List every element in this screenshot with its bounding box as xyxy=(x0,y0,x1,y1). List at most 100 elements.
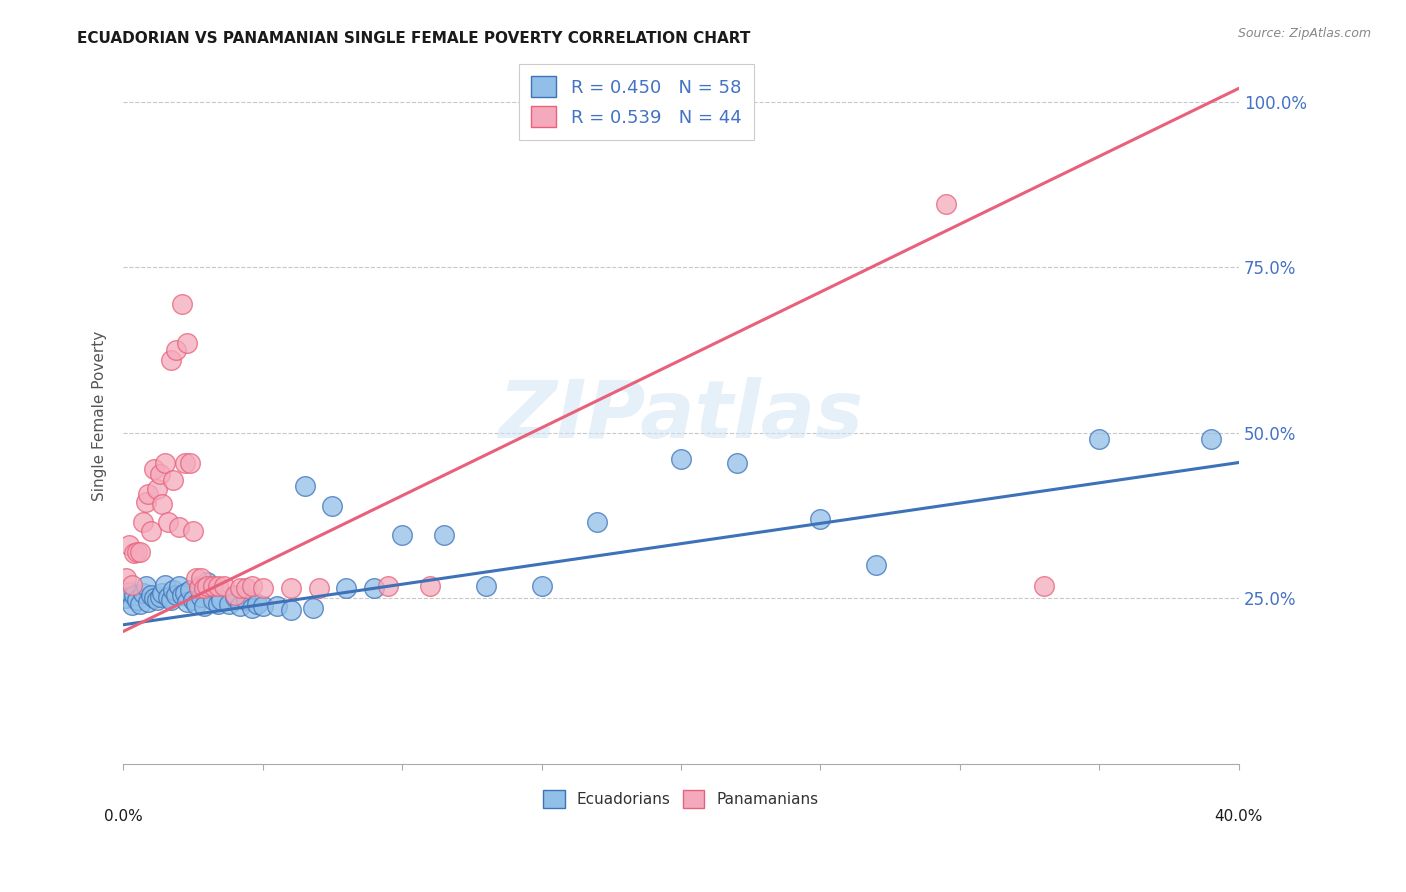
Point xyxy=(121,598,143,612)
Point xyxy=(159,352,181,367)
Point xyxy=(725,456,748,470)
Point xyxy=(475,579,498,593)
Point xyxy=(143,591,166,606)
Point xyxy=(118,584,141,599)
Point xyxy=(218,597,240,611)
Point xyxy=(153,578,176,592)
Point xyxy=(156,515,179,529)
Point xyxy=(162,474,184,488)
Point xyxy=(294,479,316,493)
Point xyxy=(810,512,832,526)
Point xyxy=(176,336,198,351)
Legend: Ecuadorians, Panamanians: Ecuadorians, Panamanians xyxy=(536,782,827,815)
Point xyxy=(167,520,190,534)
Point xyxy=(127,545,149,559)
Point xyxy=(209,592,232,607)
Point xyxy=(143,462,166,476)
Point xyxy=(156,590,179,604)
Point xyxy=(193,599,215,614)
Point xyxy=(235,582,257,596)
Point xyxy=(530,579,553,593)
Point xyxy=(201,592,224,607)
Point xyxy=(419,579,441,593)
Point xyxy=(195,574,218,589)
Point xyxy=(212,579,235,593)
Point xyxy=(377,579,399,593)
Point xyxy=(124,546,146,560)
Point xyxy=(184,597,207,611)
Point xyxy=(115,571,138,585)
Point xyxy=(1088,433,1111,447)
Point xyxy=(207,597,229,611)
Point xyxy=(165,588,187,602)
Point xyxy=(1032,579,1054,593)
Point xyxy=(165,343,187,357)
Point xyxy=(173,456,195,470)
Point xyxy=(229,599,252,614)
Point xyxy=(150,497,173,511)
Point xyxy=(266,599,288,614)
Point xyxy=(935,197,957,211)
Point xyxy=(138,594,160,608)
Point xyxy=(121,578,143,592)
Point xyxy=(124,588,146,602)
Point xyxy=(167,579,190,593)
Point xyxy=(391,528,413,542)
Point xyxy=(153,456,176,470)
Point xyxy=(1199,433,1222,447)
Point xyxy=(308,582,330,596)
Point xyxy=(235,592,257,607)
Point xyxy=(127,592,149,607)
Text: 40.0%: 40.0% xyxy=(1215,809,1263,824)
Point xyxy=(148,467,170,481)
Point xyxy=(302,601,325,615)
Point xyxy=(280,603,302,617)
Point xyxy=(240,579,263,593)
Point xyxy=(246,597,269,611)
Point xyxy=(159,592,181,607)
Point xyxy=(280,582,302,596)
Point xyxy=(176,594,198,608)
Point xyxy=(141,588,163,602)
Point xyxy=(181,592,204,607)
Point xyxy=(187,582,209,596)
Point xyxy=(135,495,157,509)
Point xyxy=(179,456,201,470)
Point xyxy=(115,591,138,606)
Point xyxy=(187,579,209,593)
Point xyxy=(193,582,215,596)
Point xyxy=(141,524,163,538)
Point xyxy=(252,599,274,614)
Point xyxy=(321,499,343,513)
Point xyxy=(229,582,252,596)
Text: ZIPatlas: ZIPatlas xyxy=(499,377,863,455)
Point xyxy=(207,579,229,593)
Point xyxy=(195,579,218,593)
Text: ECUADORIAN VS PANAMANIAN SINGLE FEMALE POVERTY CORRELATION CHART: ECUADORIAN VS PANAMANIAN SINGLE FEMALE P… xyxy=(77,31,751,46)
Point xyxy=(145,592,167,607)
Point xyxy=(669,452,692,467)
Point xyxy=(173,586,195,600)
Point xyxy=(179,583,201,598)
Point xyxy=(252,582,274,596)
Y-axis label: Single Female Poverty: Single Female Poverty xyxy=(93,331,107,501)
Point xyxy=(162,583,184,598)
Text: Source: ZipAtlas.com: Source: ZipAtlas.com xyxy=(1237,27,1371,40)
Point xyxy=(135,579,157,593)
Point xyxy=(181,524,204,538)
Point xyxy=(201,579,224,593)
Point xyxy=(865,558,887,573)
Point xyxy=(240,601,263,615)
Point xyxy=(132,515,155,529)
Point xyxy=(433,528,456,542)
Point xyxy=(190,590,212,604)
Point xyxy=(190,571,212,585)
Point xyxy=(129,545,152,559)
Text: 0.0%: 0.0% xyxy=(104,809,142,824)
Point xyxy=(148,590,170,604)
Point xyxy=(224,590,246,604)
Point xyxy=(129,597,152,611)
Point xyxy=(224,588,246,602)
Point xyxy=(132,586,155,600)
Point xyxy=(184,571,207,585)
